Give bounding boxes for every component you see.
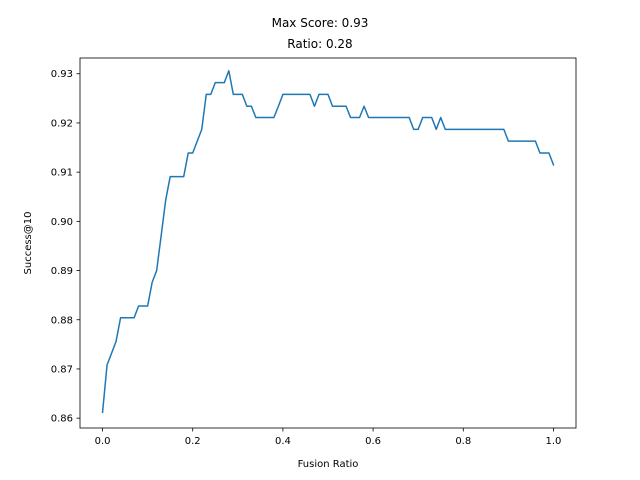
x-axis-label: Fusion Ratio: [298, 459, 359, 470]
chart-title: Max Score: 0.93: [272, 16, 369, 30]
y-tick-label: 0.93: [51, 69, 73, 80]
x-tick-label: 0.0: [95, 436, 111, 447]
y-axis-label: Success@10: [23, 212, 34, 275]
x-tick-label: 0.4: [275, 436, 291, 447]
x-tick-label: 0.8: [455, 436, 471, 447]
x-tick-label: 0.6: [365, 436, 381, 447]
y-tick-label: 0.88: [51, 315, 73, 326]
chart-subtitle: Ratio: 0.28: [287, 37, 352, 51]
plot-area: 0.0 0.2 0.4 0.6 0.8 1.0 0.86 0.87 0.88 0.89 0.90 0.…: [51, 57, 577, 447]
series-line-0: [101, 70, 555, 414]
x-tick-label: 1.0: [546, 436, 562, 447]
y-tick-label: 0.86: [51, 414, 73, 425]
y-tick-label: 0.91: [51, 168, 73, 179]
y-tick-label: 0.89: [51, 266, 73, 277]
axes-frame: [79, 57, 577, 429]
y-tick-label: 0.90: [51, 217, 73, 228]
y-tick-label: 0.87: [51, 364, 73, 375]
y-tick-label: 0.92: [51, 118, 73, 129]
x-tick-label: 0.2: [185, 436, 201, 447]
